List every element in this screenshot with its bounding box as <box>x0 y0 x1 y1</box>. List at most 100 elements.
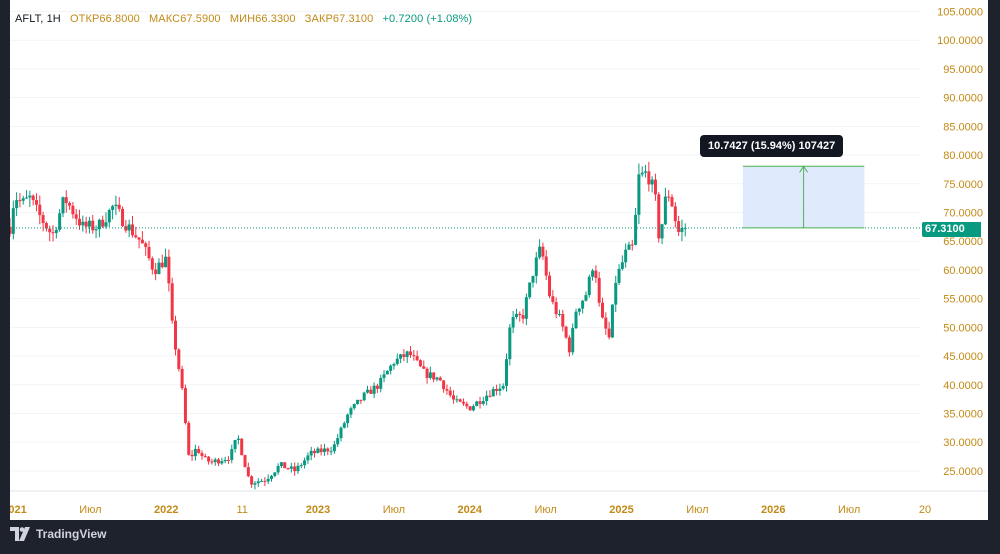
candle-body <box>97 219 101 230</box>
candle-body <box>313 450 317 454</box>
candle-body <box>64 197 68 204</box>
tradingview-brand-text: TradingView <box>36 527 107 541</box>
legend-open-label: ОТКР <box>70 13 100 25</box>
legend-change: +0.7200 (+1.08%) <box>382 13 473 25</box>
candle-body <box>617 268 621 283</box>
candle-body <box>544 256 548 276</box>
candle-body <box>41 215 45 224</box>
candle-body <box>147 246 151 259</box>
candle-body <box>624 249 628 263</box>
footer-bar <box>0 520 1000 554</box>
candle-body <box>372 385 376 394</box>
time-tick-label: Июл <box>686 504 708 516</box>
candle-body <box>160 262 164 268</box>
candle-body <box>581 300 585 309</box>
candle-body <box>296 465 300 472</box>
candle-body <box>399 354 403 359</box>
candle-body <box>210 461 214 463</box>
candle-body <box>140 239 144 244</box>
candle-body <box>121 208 125 227</box>
candle-body <box>263 480 267 482</box>
candle-body <box>670 197 674 207</box>
candle-body <box>382 374 386 378</box>
candle-body <box>137 237 141 240</box>
price-range-measure-label[interactable]: 10.7427 (15.94%) 107427 <box>700 135 844 157</box>
candle-body <box>518 313 522 316</box>
candle-body <box>359 399 363 401</box>
candle-body <box>28 195 32 198</box>
candle-body <box>554 302 558 315</box>
candle-body <box>25 197 29 199</box>
candle-body <box>365 389 369 393</box>
candle-body <box>402 354 406 357</box>
candle-body <box>266 478 270 482</box>
legend-symbol[interactable]: AFLT, 1H <box>15 13 61 25</box>
candle-body <box>38 204 42 216</box>
candle-body <box>614 282 618 305</box>
candle-body <box>58 213 62 230</box>
candlestick-chart[interactable]: 25.0000 30.0000 35.0000 40.0000 45.0000 50.00… <box>10 0 988 520</box>
candle-body <box>309 450 313 456</box>
candle-body <box>600 302 604 318</box>
candle-body <box>597 277 601 303</box>
candle-body <box>51 232 55 234</box>
chart-pane[interactable]: 25.0000 30.0000 35.0000 40.0000 45.0000 50.00… <box>10 0 988 520</box>
price-tick-label: 100.0000 <box>937 35 983 47</box>
ohlc-legend: AFLT, 1H ОТКР66.8000 МАКС67.5900 МИН66.3… <box>15 13 472 25</box>
candle-body <box>124 226 128 231</box>
candle-body <box>584 295 588 301</box>
candle-body <box>15 200 19 209</box>
candle-body <box>306 455 310 461</box>
candle-body <box>342 423 346 428</box>
candle-body <box>385 370 389 375</box>
candle-body <box>637 174 641 215</box>
price-tick-label: 95.0000 <box>943 64 983 76</box>
tradingview-logo[interactable]: TradingView <box>10 527 106 541</box>
candle-body <box>203 456 207 458</box>
candle-body <box>260 480 264 482</box>
price-tick-label: 60.0000 <box>943 265 983 277</box>
time-tick-label: Июл <box>534 504 556 516</box>
candle-body <box>435 377 439 380</box>
candle-body <box>157 262 161 275</box>
candle-body <box>375 385 379 389</box>
candle-body <box>130 224 134 236</box>
time-tick-label: Июл <box>383 504 405 516</box>
candle-body <box>303 460 307 466</box>
price-tick-label: 80.0000 <box>943 150 983 162</box>
candle-body <box>150 258 154 270</box>
candle-body <box>422 366 426 369</box>
last-price-badge: 67.3100 <box>922 222 981 237</box>
candle-body <box>101 219 105 227</box>
candle-body <box>501 385 505 389</box>
candle-body <box>87 220 91 227</box>
time-tick-label: 11 <box>236 504 247 516</box>
measure-arrow-head <box>799 165 809 173</box>
candle-body <box>412 355 416 357</box>
candle-body <box>336 438 340 445</box>
candle-body <box>293 466 297 472</box>
time-tick-label: Июл <box>79 504 101 516</box>
candle-body <box>94 229 98 231</box>
legend-close-label: ЗАКР <box>304 13 333 25</box>
candle-body <box>111 206 115 210</box>
candle-body <box>91 220 95 231</box>
candle-body <box>187 422 191 455</box>
candle-body <box>627 244 631 250</box>
candle-body <box>524 297 528 319</box>
candle-body <box>256 481 260 484</box>
candle-body <box>577 308 581 312</box>
candle-body <box>475 401 479 407</box>
candle-body <box>197 448 201 454</box>
candle-body <box>114 204 118 207</box>
price-tick-label: 70.0000 <box>943 207 983 219</box>
candle-body <box>44 223 48 229</box>
candle-body <box>319 448 323 453</box>
candle-body <box>495 388 499 391</box>
candle-body <box>521 315 525 319</box>
candle-body <box>177 349 181 369</box>
candle-body <box>243 455 247 468</box>
candle-body <box>647 171 651 185</box>
candle-body <box>107 209 111 223</box>
candle-body <box>481 401 485 404</box>
